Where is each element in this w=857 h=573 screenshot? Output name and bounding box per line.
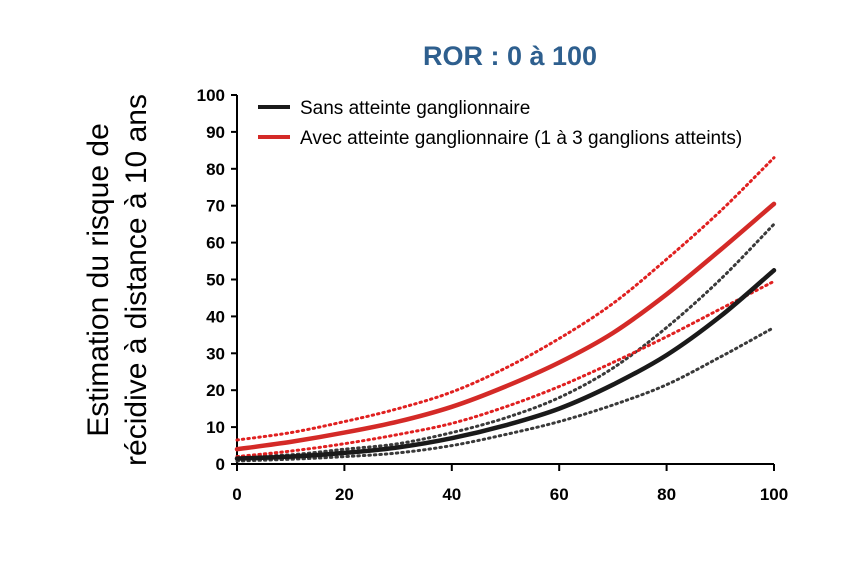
ci-upper-black [235,222,776,459]
y-tick-label: 80 [206,160,225,179]
chart-title: ROR : 0 à 100 [423,41,597,71]
series-line-black [234,268,777,461]
y-tick-label: 10 [206,418,225,437]
y-tick-label: 20 [206,381,225,400]
ci-upper-red [235,156,776,442]
x-tick-label: 100 [760,485,788,504]
y-tick-label: 50 [206,271,225,290]
x-tick-label: 60 [550,485,569,504]
series-line-red [234,201,777,452]
y-axis-label-line-1: Estimation du risque de [82,123,115,437]
y-tick-label: 0 [216,455,225,474]
y-tick-label: 70 [206,197,225,216]
y-tick-label: 30 [206,344,225,363]
y-tick-label: 90 [206,123,225,142]
legend: Sans atteinte ganglionnaire Avec atteint… [258,98,742,149]
y-tick-label: 100 [197,86,225,105]
y-tick-label: 60 [206,234,225,253]
ci-lower-red [235,279,776,459]
plot-area: 0 10 20 30 40 50 60 70 80 90 100 0 20 40 60 80 100 [197,86,789,504]
x-tick-label: 0 [232,485,241,504]
y-axis-label: Estimation du risque de récidive à dista… [82,94,153,466]
ci-lower-black [235,326,776,463]
legend-label-red: Avec atteinte ganglionnaire (1 à 3 gangl… [300,128,742,149]
x-tick-label: 40 [442,485,461,504]
legend-label-black: Sans atteinte ganglionnaire [300,98,530,119]
y-tick-label: 40 [206,307,225,326]
x-tick-label: 80 [657,485,676,504]
y-axis-label-line-2: récidive à distance à 10 ans [120,94,153,466]
x-tick-label: 20 [335,485,354,504]
